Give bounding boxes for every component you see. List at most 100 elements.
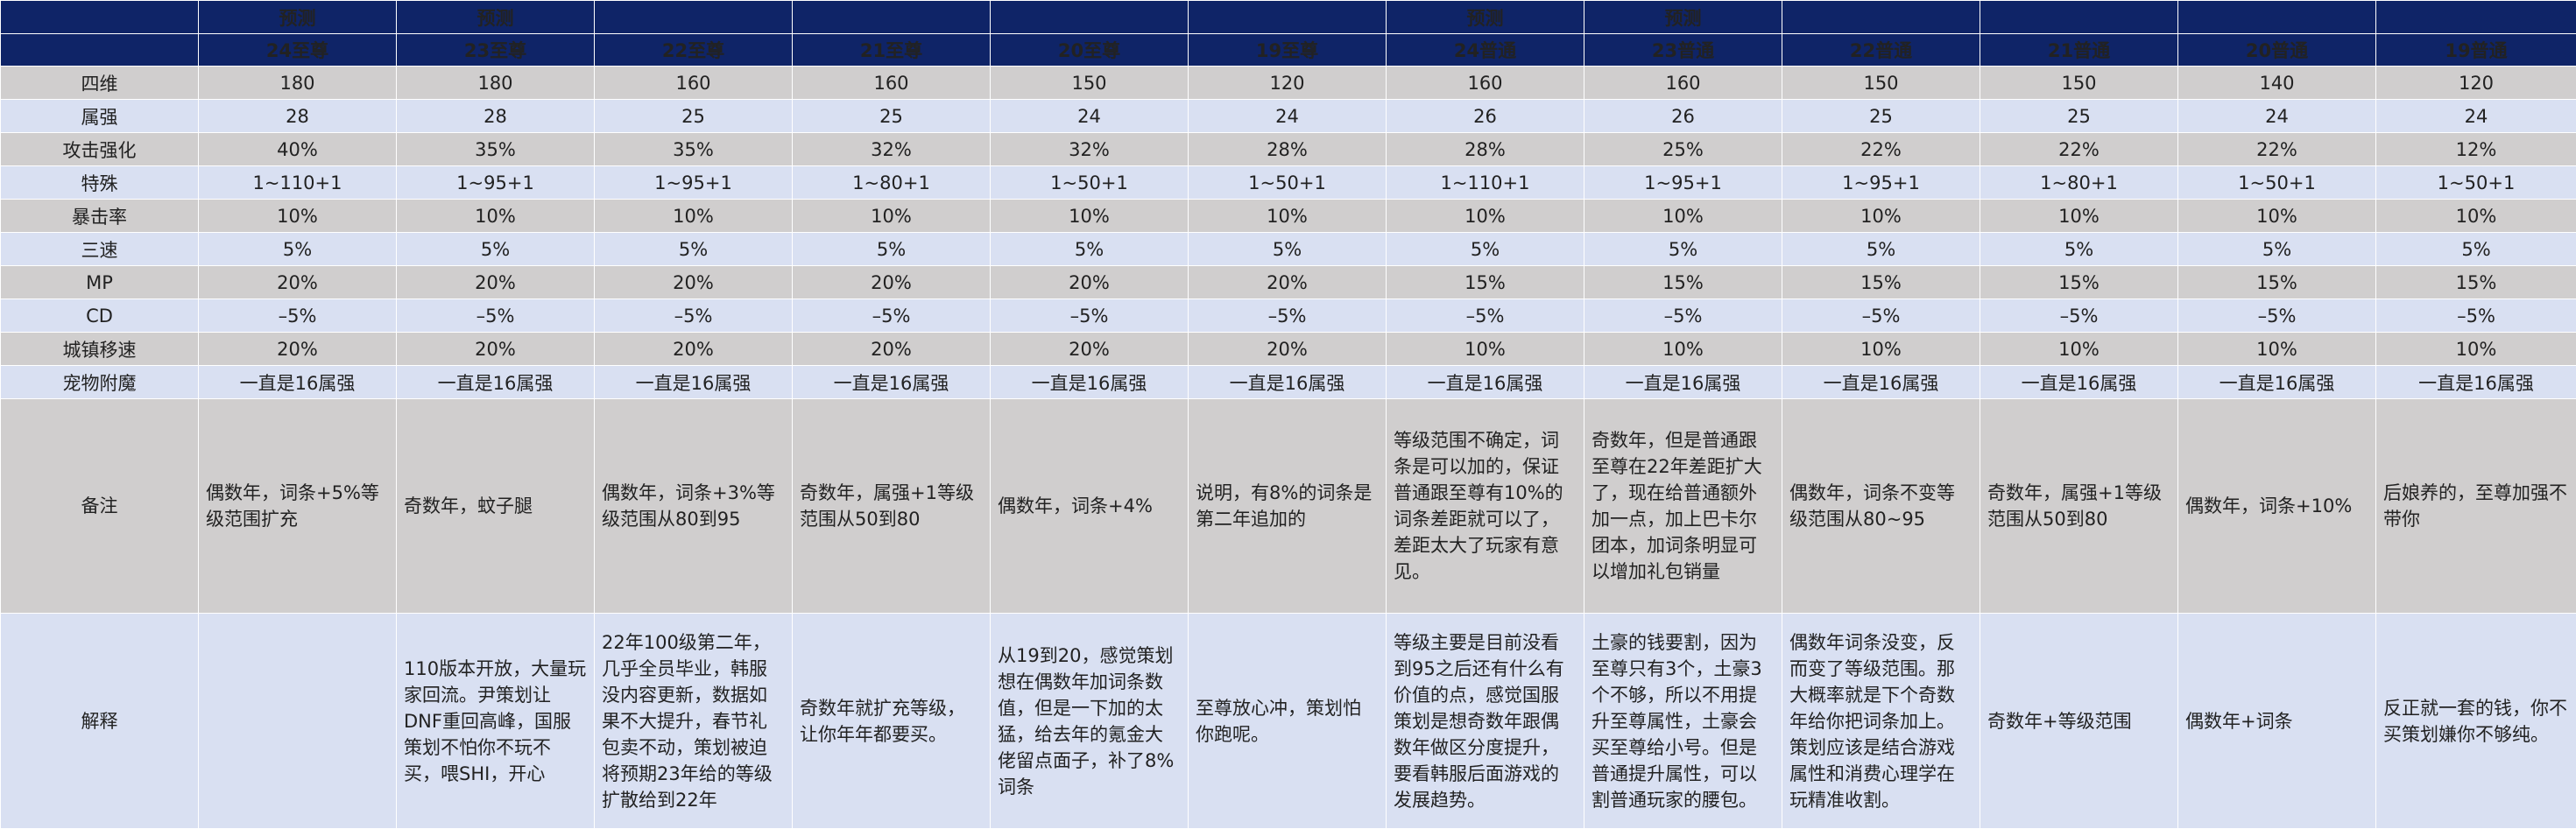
- table-cell: 10%: [1782, 332, 1980, 366]
- header-row-title: 24至尊 23至尊 22至尊 21至尊 20至尊 19至尊 24普通 23普通 22普通 21普通…: [0, 33, 2576, 67]
- column-header: 20普通: [2177, 33, 2376, 67]
- column-predict-label: 预测: [396, 0, 595, 34]
- table-row: 特殊 1~110+1 1~95+1 1~95+1 1~80+1 1~50+1 1~50+1 1…: [0, 165, 2576, 200]
- table-cell: 一直是16属强: [1386, 365, 1584, 399]
- table-cell: 10%: [1782, 199, 1980, 233]
- table-cell: 1~50+1: [1188, 165, 1387, 200]
- cell-text: 奇数年，但是普通跟至尊在22年差距扩大了，现在给普通额外加一点，加上巴卡尔团本，…: [1591, 430, 1762, 582]
- table-cell: –5%: [2177, 299, 2376, 333]
- row-label: CD: [0, 299, 199, 333]
- table-cell: 5%: [594, 232, 793, 266]
- table-cell: 22%: [1980, 132, 2178, 166]
- table-cell: 25%: [1584, 132, 1782, 166]
- table-cell: 后娘养的，至尊加强不带你: [2375, 398, 2576, 614]
- table-row: 城镇移速 20% 20% 20% 20% 20% 20% 10% 10% 10% 10% 10% 10%: [0, 332, 2576, 366]
- table-cell: 从19到20，感觉策划想在偶数年加词条数值，但是一下加的太猛，给去年的氪金大佬留…: [990, 613, 1189, 829]
- table-cell: 一直是16属强: [594, 365, 793, 399]
- table-cell: 1~110+1: [198, 165, 397, 200]
- cell-text: 奇数年就扩充等级，让你年年都要买。: [800, 697, 965, 745]
- table-cell: 26: [1386, 99, 1584, 133]
- table-cell: 24: [1188, 99, 1387, 133]
- table-cell: 180: [198, 66, 397, 100]
- table-cell: 奇数年，但是普通跟至尊在22年差距扩大了，现在给普通额外加一点，加上巴卡尔团本，…: [1584, 398, 1782, 614]
- table-cell: 10%: [396, 199, 595, 233]
- table-cell: 20%: [990, 265, 1189, 299]
- table-cell: 一直是16属强: [2375, 365, 2576, 399]
- table-cell: 10%: [2375, 332, 2576, 366]
- header-corner-cell: [0, 33, 199, 67]
- table-cell: 偶数年，词条+5%等级范围扩充: [198, 398, 397, 614]
- column-header: 19至尊: [1188, 33, 1387, 67]
- cell-text: 后娘养的，至尊加强不带你: [2383, 482, 2567, 530]
- table-cell: 120: [1188, 66, 1387, 100]
- header-corner-cell: [0, 0, 199, 34]
- table-cell: 1~95+1: [1782, 165, 1980, 200]
- table-row: MP 20% 20% 20% 20% 20% 20% 15% 15% 15% 15% 15% 15%: [0, 265, 2576, 299]
- table-cell: 140: [2177, 66, 2376, 100]
- table-cell: 5%: [2177, 232, 2376, 266]
- column-header: 21普通: [1980, 33, 2178, 67]
- table-cell: 奇数年，属强+1等级范围从50到80: [1980, 398, 2178, 614]
- table-cell: 160: [1584, 66, 1782, 100]
- table-cell: 10%: [1980, 332, 2178, 366]
- table-cell: 1~50+1: [2375, 165, 2576, 200]
- cell-text: 偶数年，词条+5%等级范围扩充: [206, 482, 379, 530]
- table-cell: 15%: [2177, 265, 2376, 299]
- table-cell: 40%: [198, 132, 397, 166]
- row-label: 城镇移速: [0, 332, 199, 366]
- table-cell: 5%: [1188, 232, 1387, 266]
- table-cell: 20%: [990, 332, 1189, 366]
- table-cell: 35%: [396, 132, 595, 166]
- table-cell: 25: [594, 99, 793, 133]
- cell-text: 从19到20，感觉策划想在偶数年加词条数值，但是一下加的太猛，给去年的氪金大佬留…: [998, 644, 1175, 797]
- table-cell: 10%: [1386, 332, 1584, 366]
- table-cell: 1~95+1: [594, 165, 793, 200]
- table-cell: 20%: [1188, 265, 1387, 299]
- table-cell: 1~50+1: [2177, 165, 2376, 200]
- column-header: 23普通: [1584, 33, 1782, 67]
- table-cell: 一直是16属强: [1188, 365, 1387, 399]
- table-cell: –5%: [2375, 299, 2576, 333]
- column-header: 24至尊: [198, 33, 397, 67]
- table-cell: 10%: [2375, 199, 2576, 233]
- table-cell: 5%: [2375, 232, 2576, 266]
- table-cell: 15%: [1386, 265, 1584, 299]
- table-cell: 120: [2375, 66, 2576, 100]
- row-label: MP: [0, 265, 199, 299]
- table-cell: 28%: [1386, 132, 1584, 166]
- table-cell: 10%: [990, 199, 1189, 233]
- table-cell: 15%: [1782, 265, 1980, 299]
- table-cell: 32%: [792, 132, 991, 166]
- cell-text: 奇数年，蚊子腿: [404, 495, 533, 516]
- column-predict-label: 预测: [198, 0, 397, 34]
- cell-text: 偶数年词条没变，反而变了等级范围。那大概率就是下个奇数年给你把词条加上。策划应该…: [1789, 631, 1955, 811]
- table-cell: 1~110+1: [1386, 165, 1584, 200]
- table-cell: 5%: [792, 232, 991, 266]
- table-cell: 20%: [1188, 332, 1387, 366]
- cell-text: 等级主要是目前没看到95之后还有什么有价值的点，感觉国服策划是想奇数年跟偶数年做…: [1394, 631, 1564, 811]
- table-cell: 1~95+1: [1584, 165, 1782, 200]
- table-cell: 25: [1980, 99, 2178, 133]
- column-header: 21至尊: [792, 33, 991, 67]
- table-cell: 160: [792, 66, 991, 100]
- table-cell: 20%: [594, 332, 793, 366]
- table-cell: 一直是16属强: [2177, 365, 2376, 399]
- column-predict-label: 预测: [1386, 0, 1584, 34]
- table-cell: 10%: [2177, 332, 2376, 366]
- cell-text: 偶数年，词条+3%等级范围从80到95: [602, 482, 775, 530]
- table-cell: 150: [1980, 66, 2178, 100]
- cell-text: 偶数年，词条+4%: [998, 495, 1153, 516]
- table-cell: 1~50+1: [990, 165, 1189, 200]
- cell-text: 至尊放心冲，策划怕你跑呢。: [1196, 697, 1361, 745]
- cell-text: 奇数年，属强+1等级范围从50到80: [1987, 482, 2162, 530]
- table-cell: 奇数年，属强+1等级范围从50到80: [792, 398, 991, 614]
- table-cell: 5%: [1584, 232, 1782, 266]
- table-row: 攻击强化 40% 35% 35% 32% 32% 28% 28% 25% 22% 22% 22% 12%: [0, 132, 2576, 166]
- table-cell: –5%: [792, 299, 991, 333]
- table-cell: [198, 613, 397, 829]
- table-cell: 偶数年+词条: [2177, 613, 2376, 829]
- table-cell: –5%: [1584, 299, 1782, 333]
- row-label: 暴击率: [0, 199, 199, 233]
- column-predict-label: [1188, 0, 1387, 34]
- table-cell: 奇数年就扩充等级，让你年年都要买。: [792, 613, 991, 829]
